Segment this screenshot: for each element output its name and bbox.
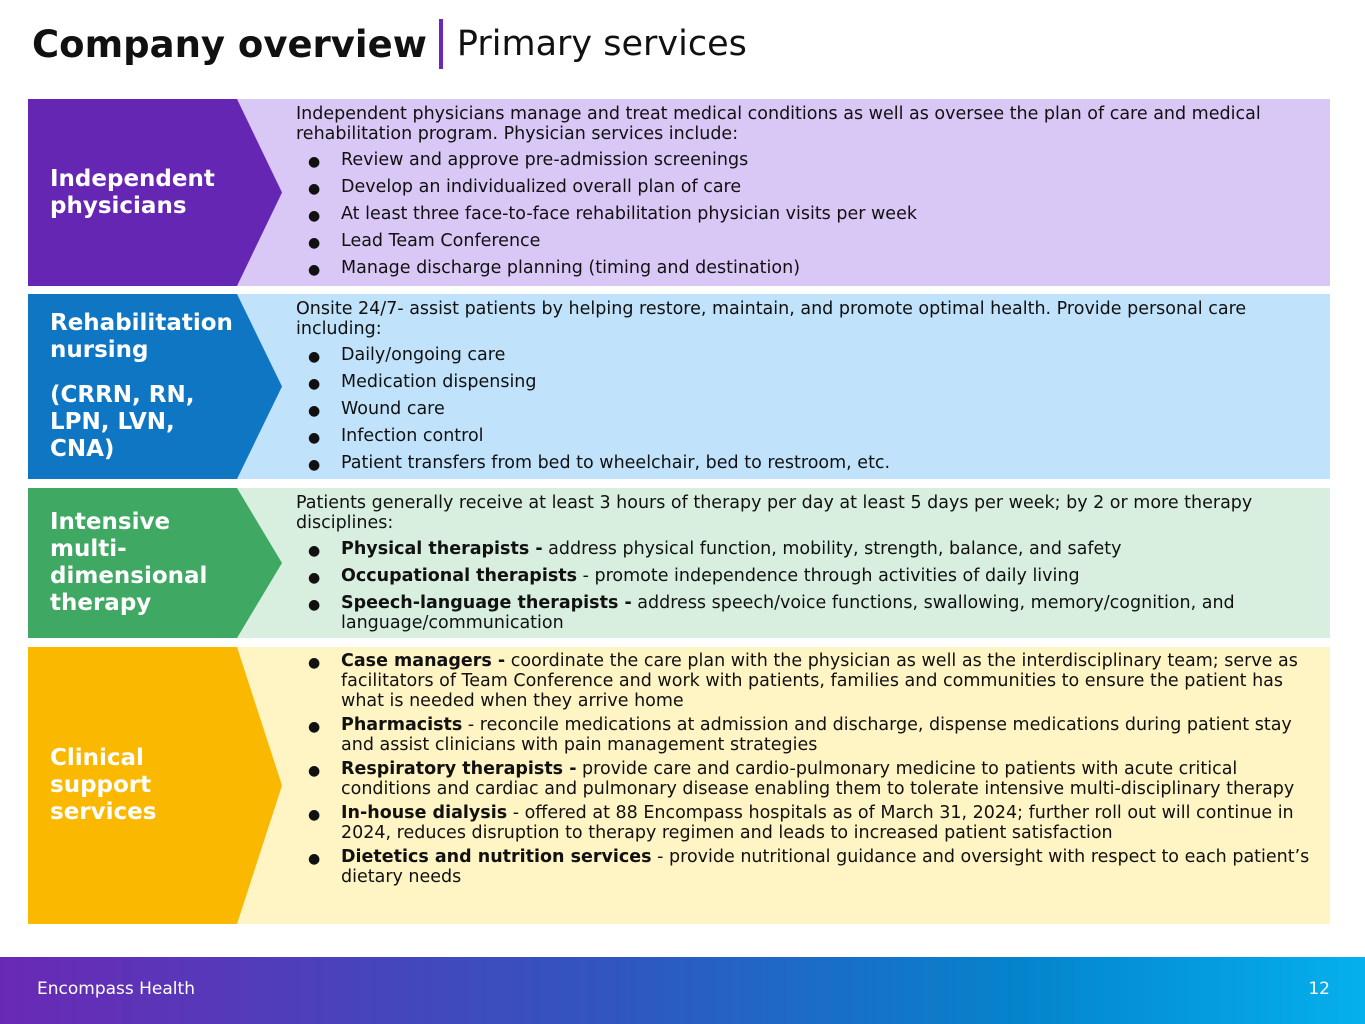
service-description: Independent physicians manage and treat … bbox=[237, 99, 1330, 286]
item-title: In-house dialysis bbox=[341, 803, 508, 823]
list-item: Patient transfers from bed to wheelchair… bbox=[296, 453, 1324, 475]
service-row: Case managers - coordinate the care plan… bbox=[28, 647, 1330, 924]
service-label: Intensive multi-dimensional therapy bbox=[28, 488, 237, 638]
item-title: Case managers - bbox=[341, 651, 506, 671]
list-item: Respiratory therapists - provide care an… bbox=[296, 759, 1324, 799]
service-list: Review and approve pre-admission screeni… bbox=[296, 150, 1324, 280]
service-label-text: (CRRN, RN, LPN, LVN, CNA) bbox=[50, 382, 195, 462]
page-number: 12 bbox=[1308, 979, 1330, 999]
list-item: Occupational therapists - promote indepe… bbox=[296, 566, 1324, 588]
item-title: Dietetics and nutrition services bbox=[341, 847, 652, 867]
service-intro: Onsite 24/7- assist patients by helping … bbox=[296, 299, 1247, 339]
item-text: Wound care bbox=[341, 399, 445, 419]
item-title: Physical therapists - bbox=[341, 539, 543, 559]
list-item: At least three face-to-face rehabilitati… bbox=[296, 204, 1324, 226]
list-item: Case managers - coordinate the care plan… bbox=[296, 651, 1324, 711]
service-row: Independent physicians manage and treat … bbox=[28, 99, 1330, 286]
service-description: Patients generally receive at least 3 ho… bbox=[237, 488, 1330, 638]
service-list: Daily/ongoing care Medication dispensing W… bbox=[296, 345, 1324, 475]
service-label-text: Rehabilitation nursing bbox=[50, 310, 233, 363]
list-item: Dietetics and nutrition services - provi… bbox=[296, 847, 1324, 887]
chevron-arrow-icon bbox=[237, 99, 282, 286]
service-label-text: Intensive multi-dimensional therapy bbox=[50, 509, 208, 616]
list-item: Review and approve pre-admission screeni… bbox=[296, 150, 1324, 172]
item-text: Daily/ongoing care bbox=[341, 345, 506, 365]
item-title: Occupational therapists bbox=[341, 566, 578, 586]
chevron-arrow-icon bbox=[237, 647, 282, 924]
item-title: Respiratory therapists - bbox=[341, 759, 577, 779]
list-item: Medication dispensing bbox=[296, 372, 1324, 394]
list-item: Manage discharge planning (timing and de… bbox=[296, 258, 1324, 280]
chevron-arrow-icon bbox=[237, 294, 282, 479]
service-list: Physical therapists - address physical f… bbox=[296, 539, 1324, 633]
item-text: Review and approve pre-admission screeni… bbox=[341, 150, 749, 170]
service-intro: Patients generally receive at least 3 ho… bbox=[296, 493, 1253, 533]
service-description: Onsite 24/7- assist patients by helping … bbox=[237, 294, 1330, 479]
service-label: Clinical support services bbox=[28, 647, 237, 924]
list-item: Speech-language therapists - address spe… bbox=[296, 593, 1324, 633]
list-item: Daily/ongoing care bbox=[296, 345, 1324, 367]
chevron-arrow-icon bbox=[237, 488, 282, 638]
list-item: Lead Team Conference bbox=[296, 231, 1324, 253]
list-item: Develop an individualized overall plan o… bbox=[296, 177, 1324, 199]
footer: Encompass Health 12 bbox=[0, 957, 1365, 1024]
service-list: Case managers - coordinate the care plan… bbox=[296, 651, 1324, 887]
list-item: Pharmacists - reconcile medications at a… bbox=[296, 715, 1324, 755]
list-item: In-house dialysis - offered at 88 Encomp… bbox=[296, 803, 1324, 843]
item-title: Speech-language therapists - bbox=[341, 593, 632, 613]
list-item: Wound care bbox=[296, 399, 1324, 421]
item-text: - provide nutritional guidance and overs… bbox=[341, 847, 1310, 887]
item-text: Medication dispensing bbox=[341, 372, 537, 392]
item-text: Patient transfers from bed to wheelchair… bbox=[341, 453, 891, 473]
service-label-text: Independent physicians bbox=[50, 165, 215, 219]
item-text: - promote independence through activitie… bbox=[577, 566, 1080, 586]
title-divider bbox=[438, 19, 443, 69]
item-text: Manage discharge planning (timing and de… bbox=[341, 258, 801, 278]
service-label: Rehabilitation nursing (CRRN, RN, LPN, LV… bbox=[28, 294, 237, 479]
list-item: Physical therapists - address physical f… bbox=[296, 539, 1324, 561]
item-text: - reconcile medications at admission and… bbox=[341, 715, 1292, 755]
page-subtitle: Primary services bbox=[456, 24, 747, 64]
page-title: Company overview bbox=[32, 22, 427, 66]
item-title: Pharmacists bbox=[341, 715, 463, 735]
item-text: Infection control bbox=[341, 426, 484, 446]
item-text: coordinate the care plan with the physic… bbox=[341, 651, 1298, 711]
service-label: Independent physicians bbox=[28, 99, 237, 286]
service-label-text: Clinical support services bbox=[50, 745, 157, 825]
item-text: Lead Team Conference bbox=[341, 231, 541, 251]
footer-company: Encompass Health bbox=[37, 979, 195, 999]
service-intro: Independent physicians manage and treat … bbox=[296, 104, 1261, 144]
item-text: - offered at 88 Encompass hospitals as o… bbox=[341, 803, 1294, 843]
service-row: Onsite 24/7- assist patients by helping … bbox=[28, 294, 1330, 479]
item-text: address speech/voice functions, swallowi… bbox=[341, 593, 1235, 633]
item-text: Develop an individualized overall plan o… bbox=[341, 177, 742, 197]
item-text: provide care and cardio-pulmonary medici… bbox=[341, 759, 1295, 799]
item-text: At least three face-to-face rehabilitati… bbox=[341, 204, 917, 224]
list-item: Infection control bbox=[296, 426, 1324, 448]
item-text: address physical function, mobility, str… bbox=[542, 539, 1122, 559]
service-row: Patients generally receive at least 3 ho… bbox=[28, 488, 1330, 638]
slide-title: Company overview Primary services bbox=[32, 18, 747, 70]
service-description: Case managers - coordinate the care plan… bbox=[237, 647, 1330, 924]
